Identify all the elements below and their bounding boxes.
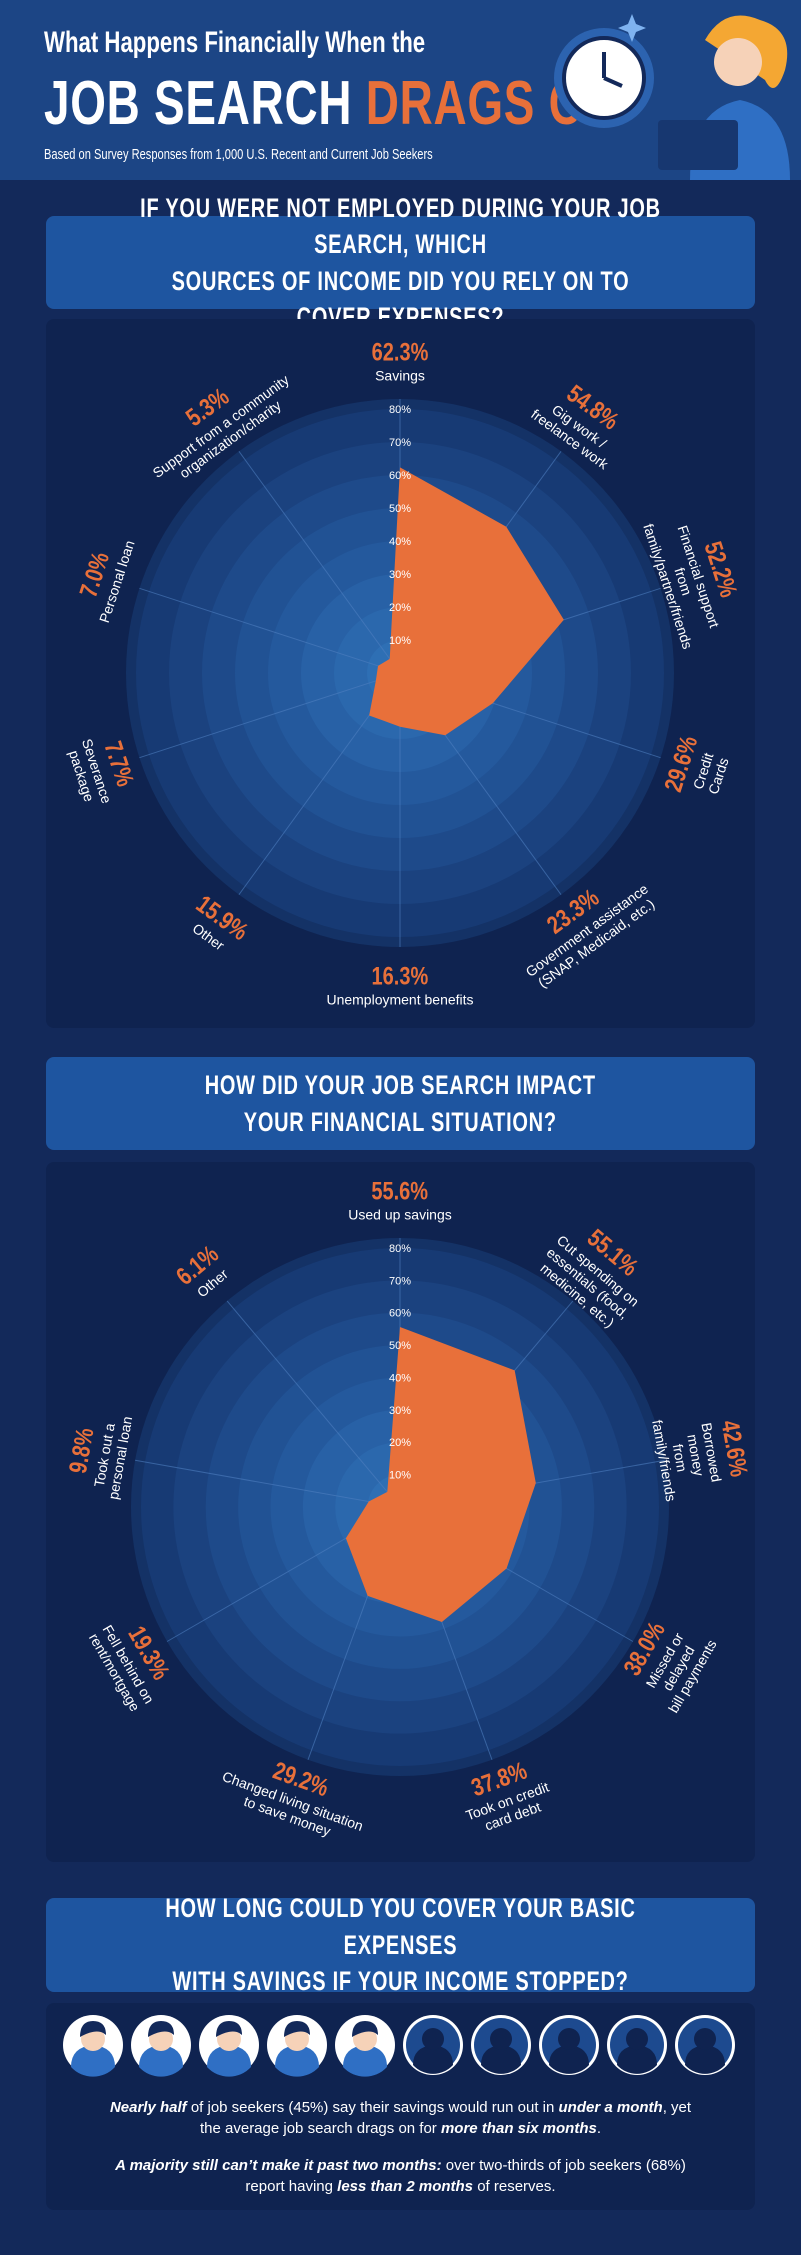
emphasis: Nearly half: [109, 2099, 187, 2116]
tick-label: 20%: [389, 1437, 411, 1449]
tick-label: 40%: [389, 1372, 411, 1384]
spoke: [139, 587, 401, 674]
tick-label: 40%: [389, 536, 411, 548]
value-row: 62.3%: [365, 338, 436, 367]
clock-hand: [603, 76, 623, 88]
value-row: 16.3%: [326, 962, 473, 991]
text: of job seekers (45%) say their savings w…: [186, 2099, 559, 2116]
tick-label: 10%: [389, 1470, 411, 1482]
tick-label: 60%: [389, 1308, 411, 1320]
chart-panel: 10% 20% 30% 40% 50% 60% 70% 80% 62.3% Savings 54.8…: [46, 319, 755, 1028]
tick-label: 10%: [389, 635, 411, 647]
tick-label: 70%: [389, 1275, 411, 1287]
emphasis: less than 2 months: [337, 2178, 474, 2195]
spoke: [226, 1300, 401, 1508]
emphasis: more than six months: [440, 2120, 597, 2137]
sparkle: [618, 14, 646, 42]
value-label: 62.3%: [371, 338, 429, 367]
subtitle: Based on Survey Responses from 1,000 U.S…: [44, 146, 569, 163]
tick-label: 70%: [389, 437, 411, 449]
radar-area: [345, 1326, 536, 1622]
section-heading: HOW LONG COULD YOU COVER YOUR BASIC EXPE…: [46, 1893, 755, 1996]
face: [714, 38, 762, 86]
laptop: [658, 120, 738, 170]
avatar: [539, 2015, 599, 2075]
category-label: 42.6% Borrowed money from family/friends: [649, 1405, 755, 1503]
avatars: [63, 2015, 735, 2077]
avatar: [607, 2015, 667, 2075]
text: .: [596, 2120, 601, 2137]
text: , yet the average job search drags on fo…: [199, 2099, 692, 2137]
avatar: [335, 2015, 395, 2077]
paragraph: Nearly half of job seekers (45%) say the…: [106, 2097, 695, 2139]
category-label: 16.3% Unemployment benefits: [326, 962, 473, 1007]
radar-chart: 10% 20% 30% 40% 50% 60% 70% 80%: [131, 1238, 669, 1776]
chart-panel: 10% 20% 30% 40% 50% 60% 70% 80% 55.6% Used up sav…: [46, 1162, 755, 1862]
title-text: JOB SEARCH: [44, 69, 353, 138]
tick-label: 80%: [389, 404, 411, 416]
avatar: [471, 2015, 531, 2075]
header: What Happens Financially When the JOB SE…: [0, 0, 801, 180]
savings-panel: Nearly half of job seekers (45%) say the…: [46, 2003, 755, 2210]
value-label: 55.6%: [371, 1177, 429, 1206]
value-label: 16.3%: [371, 962, 429, 991]
kicker-text: What Happens Financially When the: [44, 26, 426, 59]
kicker: What Happens Financially When the: [44, 26, 559, 60]
radar-chart: 10% 20% 30% 40% 50% 60% 70% 80%: [126, 399, 674, 947]
text: of reserves.: [473, 2178, 556, 2195]
spoke: [139, 672, 401, 759]
tick-label: 50%: [389, 1340, 411, 1352]
emphasis: under a month: [558, 2099, 663, 2116]
chart-title: HOW DID YOUR JOB SEARCH IMPACT YOUR FINA…: [204, 1070, 597, 1137]
chart-heading: IF YOU WERE NOT EMPLOYED DURING YOUR JOB…: [46, 193, 755, 332]
avatar: [131, 2015, 191, 2077]
tick-label: 80%: [389, 1243, 411, 1255]
category-label: 62.3% Savings: [365, 338, 436, 383]
chart-heading: HOW DID YOUR JOB SEARCH IMPACT YOUR FINA…: [46, 1057, 755, 1150]
spoke: [238, 451, 401, 674]
paragraph: A majority still can’t make it past two …: [106, 2155, 695, 2197]
avatar: [267, 2015, 327, 2077]
avatar: [403, 2015, 463, 2075]
avatar: [199, 2015, 259, 2077]
category-name: Used up savings: [348, 1206, 452, 1223]
avatar: [675, 2015, 735, 2075]
header-illustration: [554, 14, 790, 180]
value-row: 55.6%: [348, 1177, 452, 1206]
subtitle-text: Based on Survey Responses from 1,000 U.S…: [44, 146, 433, 163]
category-label: 55.6% Used up savings: [348, 1177, 452, 1222]
tick-label: 60%: [389, 470, 411, 482]
spoke: [134, 1459, 401, 1508]
tick-label: 50%: [389, 503, 411, 515]
tick-label: 30%: [389, 569, 411, 581]
section-title: HOW LONG COULD YOU COVER YOUR BASIC EXPE…: [165, 1893, 636, 1997]
text: over two-thirds of job seekers (68%) rep…: [245, 2157, 686, 2195]
avatar: [63, 2015, 123, 2077]
tick-label: 30%: [389, 1405, 411, 1417]
chart-title: IF YOU WERE NOT EMPLOYED DURING YOUR JOB…: [140, 192, 661, 332]
emphasis: A majority still can’t make it past two …: [115, 2157, 442, 2174]
radar-area: [369, 467, 564, 736]
category-name: Savings: [375, 367, 425, 384]
tick-label: 20%: [389, 602, 411, 614]
category-name: Unemployment benefits: [326, 991, 474, 1008]
